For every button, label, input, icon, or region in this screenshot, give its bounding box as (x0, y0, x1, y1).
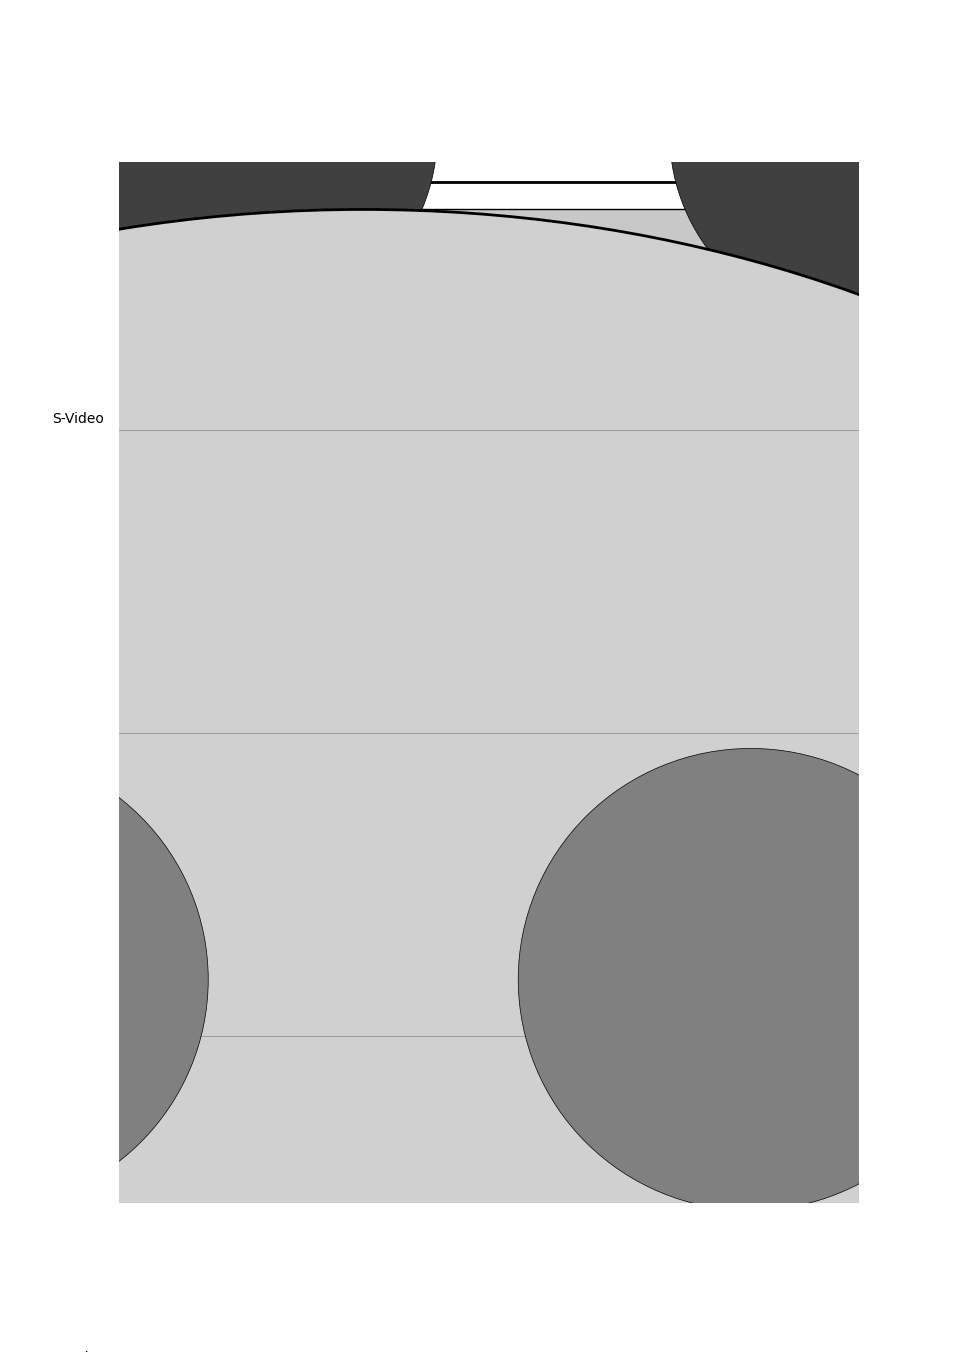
Bar (179, 604, 953, 641)
Circle shape (494, 740, 539, 786)
Bar (274, 604, 953, 641)
Circle shape (250, 488, 714, 949)
Bar (451, 539, 592, 575)
Bar (227, 604, 953, 641)
Text: 25: 25 (747, 1141, 797, 1175)
Circle shape (13, 339, 246, 571)
Bar (403, 733, 476, 792)
Text: Connecting to AV Devices: Connecting to AV Devices (180, 329, 480, 349)
Circle shape (13, 646, 246, 877)
Bar (102, 641, 953, 1137)
Circle shape (422, 416, 887, 879)
Circle shape (335, 251, 953, 868)
Bar (0, 210, 953, 953)
Circle shape (506, 752, 527, 772)
Text: The illustration presented here shows how to connect the TV to a VCR,: The illustration presented here shows ho… (180, 427, 721, 442)
Circle shape (633, 339, 865, 571)
Bar (441, 603, 567, 629)
Circle shape (115, 307, 735, 922)
Text: connector: connector (35, 1351, 104, 1352)
Bar (150, 641, 953, 1137)
Bar (579, 603, 604, 629)
Circle shape (300, 416, 764, 879)
Text: Note: Note (180, 1052, 220, 1067)
Bar (492, 792, 692, 823)
Text: W: W (604, 799, 623, 817)
Circle shape (350, 416, 815, 879)
Circle shape (0, 749, 208, 1210)
Circle shape (50, 558, 436, 942)
Circle shape (50, 0, 436, 327)
Bar (93, 183, 953, 1041)
Text: R: R (560, 799, 573, 817)
Ellipse shape (0, 210, 953, 1352)
Circle shape (50, 1174, 436, 1352)
Text: 4-IN-1 A/V jack: 4-IN-1 A/V jack (277, 441, 394, 454)
Circle shape (478, 850, 555, 926)
Bar (791, 708, 828, 726)
Bar (403, 491, 718, 589)
Circle shape (635, 752, 656, 772)
Circle shape (219, 726, 268, 775)
Bar (403, 733, 718, 792)
Text: Connecting to a VCR/VCD/DVD Player: Connecting to a VCR/VCD/DVD Player (180, 404, 555, 422)
Circle shape (320, 379, 939, 995)
Circle shape (669, 1174, 953, 1352)
Circle shape (250, 416, 714, 879)
Circle shape (868, 200, 953, 817)
Circle shape (13, 955, 246, 1186)
Text: Connect external devices such as a VCR, VCD, DVD player, or video game: Connect external devices such as a VCR, … (180, 362, 747, 377)
Circle shape (345, 379, 953, 995)
Circle shape (300, 488, 764, 949)
Bar (403, 662, 718, 733)
Text: Y: Y (655, 799, 667, 817)
Circle shape (357, 251, 953, 868)
Circle shape (633, 646, 865, 877)
Circle shape (517, 749, 953, 1210)
Circle shape (622, 740, 668, 786)
Text: B: B (510, 799, 523, 817)
Text: S-Video: S-Video (52, 412, 104, 426)
Circle shape (669, 0, 953, 327)
Bar (98, 506, 953, 534)
Circle shape (416, 740, 462, 786)
Bar (196, 641, 953, 1137)
Circle shape (325, 488, 789, 949)
Circle shape (400, 416, 865, 879)
Circle shape (314, 251, 933, 868)
Circle shape (572, 752, 593, 772)
Circle shape (323, 955, 556, 1186)
Circle shape (497, 869, 536, 907)
Circle shape (325, 416, 789, 879)
Circle shape (274, 416, 740, 879)
Circle shape (633, 955, 865, 1186)
Bar (466, 672, 607, 700)
Circle shape (370, 379, 953, 995)
Text: 4-IN-1: 4-IN-1 (219, 250, 267, 264)
Circle shape (274, 488, 740, 949)
Circle shape (350, 488, 815, 949)
Circle shape (222, 730, 264, 771)
Circle shape (559, 740, 605, 786)
Bar (492, 829, 699, 948)
Circle shape (323, 339, 556, 571)
Circle shape (669, 558, 953, 942)
Bar (403, 589, 718, 662)
